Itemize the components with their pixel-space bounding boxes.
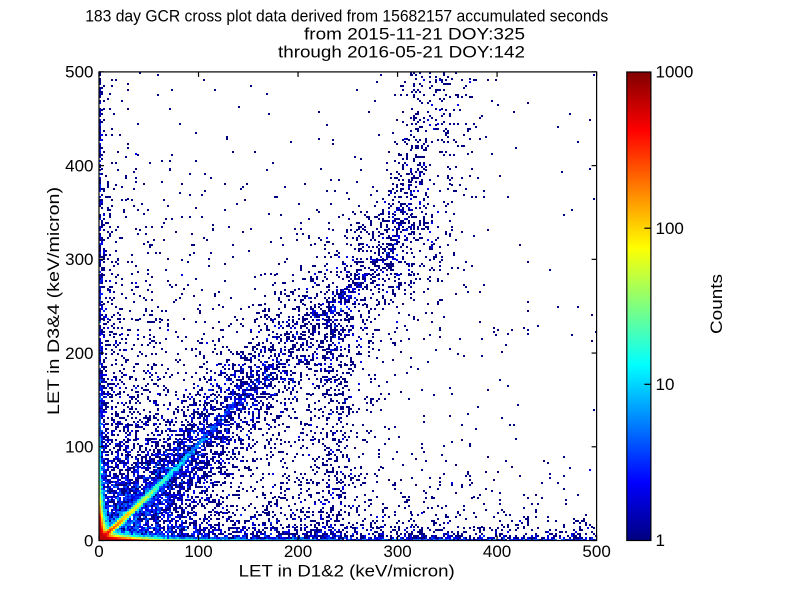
svg-text:300: 300	[383, 542, 411, 561]
svg-text:1: 1	[656, 531, 665, 550]
svg-text:100: 100	[65, 438, 93, 457]
svg-text:400: 400	[483, 542, 511, 561]
svg-text:400: 400	[65, 156, 93, 175]
svg-text:500: 500	[65, 63, 93, 82]
svg-text:0: 0	[84, 531, 93, 550]
svg-text:200: 200	[65, 344, 93, 363]
svg-text:10: 10	[656, 375, 675, 394]
svg-text:0: 0	[94, 542, 103, 561]
svg-text:100: 100	[184, 542, 212, 561]
svg-text:Counts: Counts	[707, 274, 726, 334]
svg-text:183 day GCR cross plot data de: 183 day GCR cross plot data derived from…	[85, 7, 608, 26]
svg-text:LET in D3&4 (keV/micron): LET in D3&4 (keV/micron)	[44, 187, 63, 415]
svg-text:100: 100	[656, 219, 684, 238]
svg-text:through 2016-05-21 DOY:142: through 2016-05-21 DOY:142	[278, 42, 525, 61]
svg-text:from 2015-11-21 DOY:325: from 2015-11-21 DOY:325	[304, 24, 525, 43]
svg-text:200: 200	[284, 542, 312, 561]
svg-text:500: 500	[582, 542, 610, 561]
svg-text:300: 300	[65, 250, 93, 269]
svg-text:1000: 1000	[656, 63, 694, 82]
svg-text:LET in D1&2 (keV/micron): LET in D1&2 (keV/micron)	[239, 562, 455, 581]
